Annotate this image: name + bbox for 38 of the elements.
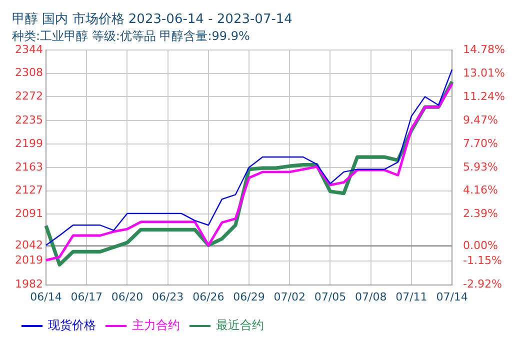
y-tick-label: 2235 [14, 114, 43, 127]
x-tick-label: 07/05 [314, 290, 346, 304]
legend-label: 最近合约 [216, 318, 264, 332]
legend-label: 现货价格 [48, 318, 96, 332]
x-tick-label: 07/02 [274, 290, 306, 304]
y2-tick-label: 13.01% [463, 66, 506, 80]
chart-title: 甲醇 国内 市场价格 2023-06-14 - 2023-07-14 [12, 12, 292, 28]
x-tick-label: 07/08 [354, 290, 387, 304]
x-tick-label: 06/17 [70, 290, 102, 304]
y-tick-label: 2344 [14, 42, 43, 56]
y2-tick-label: 5.93% [463, 160, 498, 174]
x-tick-label: 06/20 [111, 290, 144, 304]
x-tick-label: 07/14 [436, 290, 468, 304]
x-tick-label: 07/11 [396, 290, 428, 304]
y2-tick-label: 14.78% [463, 42, 506, 56]
y-tick-label: 2091 [14, 206, 43, 220]
y-tick-label: 1982 [14, 278, 43, 291]
y-tick-label: 2199 [14, 136, 43, 150]
x-tick-label: 06/29 [233, 290, 265, 304]
legend-label: 主力合约 [132, 318, 180, 332]
y2-tick-label: 11.24% [463, 90, 506, 103]
y2-tick-label: -2.92% [463, 278, 502, 291]
y2-tick-label: 2.39% [463, 207, 498, 220]
y-tick-label: 2163 [14, 160, 43, 174]
y-tick-label: 2042 [14, 238, 43, 252]
chart-subtitle: 种类:工业甲醇 等级:优等品 甲醇含量:99.9% [12, 28, 250, 43]
y-tick-label: 2272 [14, 90, 43, 103]
y2-tick-label: 4.16% [463, 184, 498, 197]
x-tick-label: 06/26 [192, 290, 224, 304]
y2-tick-label: 7.70% [463, 136, 498, 150]
y2-tick-label: 0.00% [463, 238, 498, 252]
y2-tick-label: -1.15% [463, 254, 502, 268]
x-tick-label: 06/14 [30, 290, 62, 304]
x-tick-label: 06/23 [152, 290, 184, 304]
y-tick-label: 2019 [14, 254, 43, 267]
y2-tick-label: 9.47% [463, 113, 498, 126]
y-tick-label: 2308 [14, 66, 43, 80]
y-tick-label: 2127 [14, 184, 43, 197]
